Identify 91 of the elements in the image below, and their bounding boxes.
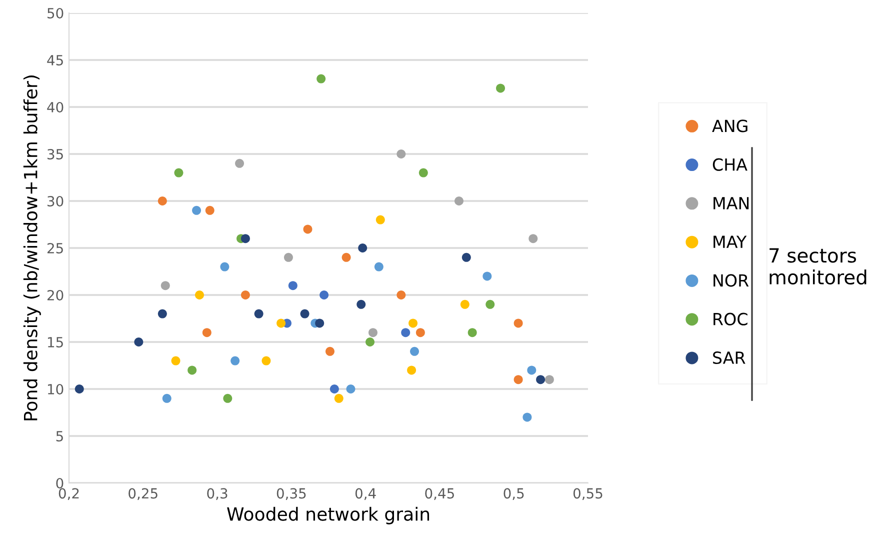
point bbox=[462, 252, 471, 262]
point bbox=[528, 234, 538, 244]
point bbox=[536, 375, 546, 384]
legend-label: MAY bbox=[714, 236, 747, 248]
x-tick-label: 0,55 bbox=[573, 488, 602, 500]
y-tick-label: 45 bbox=[47, 55, 63, 66]
point bbox=[407, 366, 416, 375]
point bbox=[162, 394, 172, 403]
point bbox=[202, 328, 212, 338]
point bbox=[74, 384, 84, 394]
point bbox=[418, 168, 428, 178]
point bbox=[514, 318, 523, 328]
x-tick-label: 0,2 bbox=[58, 488, 79, 500]
point bbox=[300, 309, 310, 318]
y-tick-label: 50 bbox=[48, 8, 64, 18]
point bbox=[240, 234, 250, 244]
point bbox=[416, 328, 425, 338]
point bbox=[356, 300, 366, 309]
legend-label: ANG bbox=[712, 120, 748, 132]
y-tick-label: 25 bbox=[47, 242, 63, 254]
point bbox=[220, 262, 230, 272]
point bbox=[334, 394, 344, 403]
point bbox=[276, 318, 286, 328]
point bbox=[460, 300, 470, 309]
y-tick-label: 10 bbox=[48, 384, 64, 394]
point bbox=[158, 196, 167, 206]
legend-label: CHA bbox=[712, 158, 748, 171]
y-tick-label: 20 bbox=[47, 290, 64, 300]
point bbox=[315, 318, 324, 328]
point bbox=[254, 309, 264, 318]
point bbox=[205, 206, 214, 215]
point bbox=[454, 196, 464, 206]
point bbox=[514, 375, 523, 384]
point bbox=[410, 346, 420, 356]
point bbox=[544, 375, 554, 384]
y-tick-label: 15 bbox=[48, 337, 63, 348]
x-axis-title: Wooded network grain bbox=[227, 506, 430, 524]
point bbox=[496, 84, 506, 93]
point bbox=[482, 272, 492, 281]
point bbox=[223, 394, 232, 403]
point bbox=[396, 150, 406, 158]
legend-label: ROC bbox=[714, 312, 748, 326]
point bbox=[330, 384, 339, 394]
legend-label: NOR bbox=[714, 274, 749, 287]
point bbox=[396, 290, 406, 300]
legend-label: MAN bbox=[714, 197, 749, 210]
x-tick-label: 0,45 bbox=[425, 488, 454, 500]
x-tick-label: 0,4 bbox=[355, 488, 376, 500]
point bbox=[262, 356, 271, 366]
text: 7 sectors monitored bbox=[770, 248, 866, 285]
point bbox=[486, 300, 495, 309]
point bbox=[368, 328, 378, 338]
point bbox=[346, 384, 356, 394]
point bbox=[376, 215, 385, 224]
x-tick-label: 0,35 bbox=[276, 488, 306, 500]
point bbox=[358, 244, 368, 252]
point bbox=[522, 412, 532, 422]
point bbox=[408, 318, 418, 328]
point bbox=[325, 346, 334, 356]
y-tick-label: 0 bbox=[56, 478, 64, 488]
point bbox=[230, 356, 240, 366]
point bbox=[316, 74, 326, 84]
point bbox=[374, 262, 384, 272]
point bbox=[160, 281, 170, 290]
y-tick-label: 30 bbox=[48, 196, 64, 206]
point bbox=[303, 224, 312, 234]
point bbox=[527, 366, 536, 375]
legend-label: SAR bbox=[713, 351, 746, 364]
x-tick-label: 0,5 bbox=[504, 488, 524, 500]
point bbox=[235, 158, 244, 168]
point bbox=[194, 290, 204, 300]
point bbox=[284, 252, 293, 262]
y-tick-label: 35 bbox=[48, 148, 63, 160]
x-tick-label: 0,25 bbox=[128, 488, 158, 500]
point bbox=[158, 309, 167, 318]
point bbox=[188, 366, 197, 375]
point bbox=[134, 338, 144, 346]
point bbox=[366, 338, 375, 346]
point bbox=[171, 356, 180, 366]
point bbox=[468, 328, 477, 338]
point bbox=[320, 290, 329, 300]
y-tick-label: 5 bbox=[56, 431, 63, 442]
y-axis-title: Pond density (nb/window+1km buffer) bbox=[23, 76, 41, 420]
point bbox=[240, 290, 250, 300]
y-tick-label: 40 bbox=[47, 102, 64, 112]
x-tick-label: 0,3 bbox=[207, 488, 228, 500]
point bbox=[288, 281, 298, 290]
point bbox=[401, 328, 410, 338]
point bbox=[192, 206, 202, 215]
point bbox=[174, 168, 184, 178]
point bbox=[342, 252, 351, 262]
